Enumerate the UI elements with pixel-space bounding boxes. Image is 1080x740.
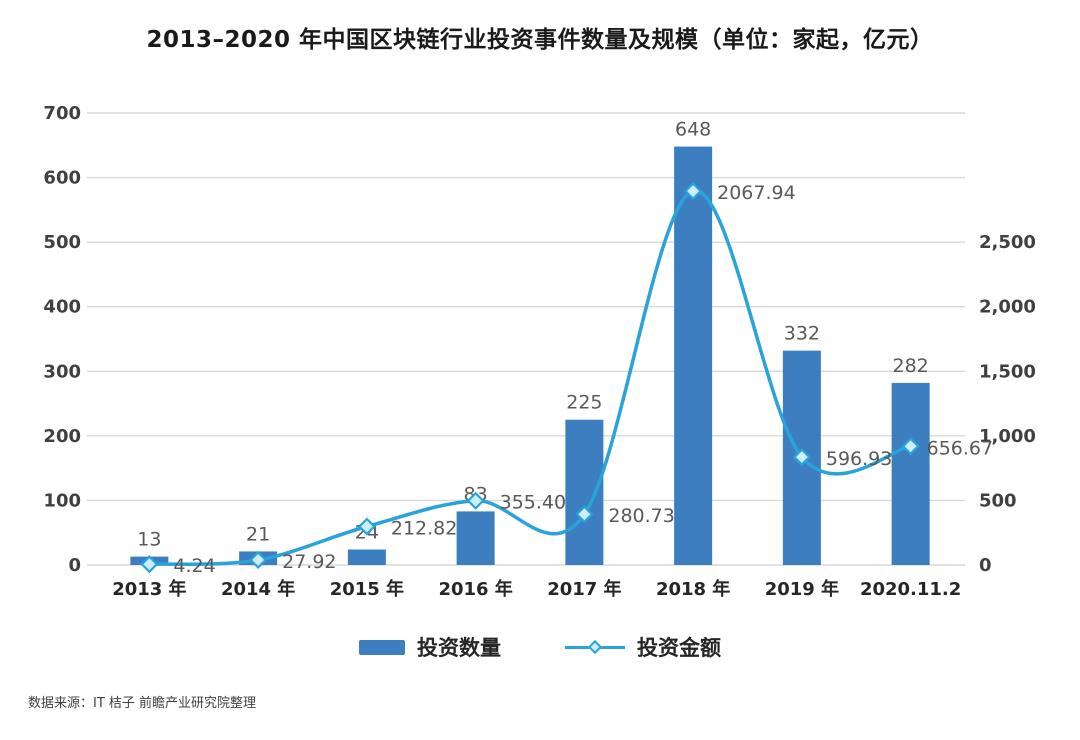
bar-value-label: 332 [784,323,820,345]
bar [891,382,930,565]
left-axis-tick: 500 [43,232,81,253]
chart-title: 2013–2020 年中国区块链行业投资事件数量及规模（单位：家起，亿元） [146,27,934,53]
line-value-label: 4.24 [173,555,215,577]
line-value-label: 280.73 [608,505,674,527]
right-axis-tick: 1,500 [979,361,1036,382]
x-axis-label: 2016 年 [438,578,512,600]
x-axis-label: 2019 年 [765,578,839,600]
right-axis-tick: 2,000 [979,297,1036,318]
source-note: 数据来源：IT 桔子 前瞻产业研究院整理 [28,696,257,711]
legend-item-bar-series: 投资数量 [359,632,501,662]
diamond-marker-icon [587,639,603,655]
line-marker [792,448,811,467]
line-marker [901,437,920,456]
left-axis-tick: 300 [43,361,81,382]
legend-label-line: 投资金额 [637,636,721,660]
left-axis-tick: 700 [43,103,81,124]
line-value-label: 27.92 [282,551,336,573]
line-marker [466,491,485,510]
x-axis-label: 2020.11.2 [860,579,961,600]
bar-value-label: 648 [675,119,711,141]
left-axis-tick: 0 [68,555,81,576]
x-axis-label: 2014 年 [221,578,295,600]
right-axis-tick: 0 [979,555,992,576]
bar [456,511,495,565]
line-value-label: 596.93 [826,448,892,470]
legend-item-line-series: 投资金额 [565,632,721,662]
bar [565,419,604,565]
line-swatch-icon [565,639,625,655]
chart-legend: 投资数量 投资金额 [0,632,1080,662]
bar-value-label: 13 [137,529,161,551]
right-axis-tick: 500 [979,490,1017,511]
line-value-label: 2067.94 [717,182,796,204]
left-axis-tick: 600 [43,168,81,189]
line-marker [249,550,268,570]
line-value-label: 212.82 [391,518,457,540]
bar-value-label: 282 [892,355,928,377]
right-axis-tick: 1,000 [979,426,1036,447]
bar [347,549,386,565]
x-axis-label: 2013 年 [112,578,186,600]
left-axis-tick: 400 [43,297,81,318]
right-axis-tick: 2,500 [979,232,1036,253]
line-marker [684,182,703,201]
left-axis-tick: 100 [43,490,81,511]
bar-value-label: 21 [246,523,270,545]
bar-value-label: 225 [566,392,602,414]
line-marker [575,505,594,524]
line-value-label: 656.67 [927,437,993,459]
bar-swatch-icon [359,639,405,655]
x-axis-label: 2017 年 [547,578,621,600]
line-marker [357,517,376,536]
line-marker [140,555,159,574]
bar [674,146,713,565]
x-axis-label: 2018 年 [656,578,730,600]
legend-label-bar: 投资数量 [417,636,501,660]
left-axis-tick: 200 [43,426,81,447]
x-axis-label: 2015 年 [330,578,404,600]
line-value-label: 355.40 [500,492,566,514]
